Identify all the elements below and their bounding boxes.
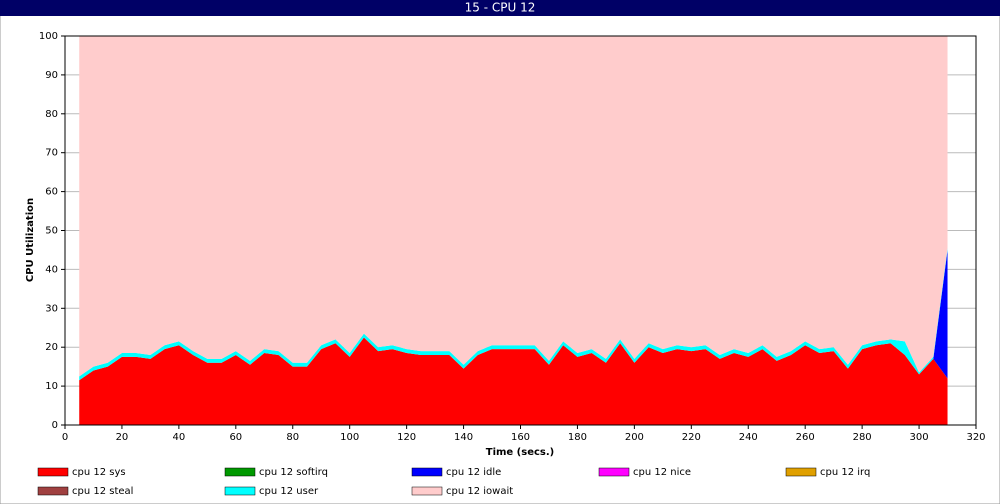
legend-swatch [224, 467, 256, 477]
legend-label: cpu 12 sys [72, 467, 126, 478]
x-tick-label: 140 [454, 432, 473, 443]
y-tick-label: 60 [45, 187, 58, 198]
y-tick-label: 100 [39, 31, 58, 42]
x-tick-label: 20 [116, 432, 129, 443]
area [79, 36, 948, 377]
legend-label: cpu 12 softirq [259, 467, 328, 478]
y-tick-label: 10 [45, 381, 58, 392]
x-tick-label: 240 [739, 432, 758, 443]
y-tick-label: 70 [45, 148, 58, 159]
y-tick-label: 0 [52, 420, 58, 431]
y-tick-label: 30 [45, 303, 58, 314]
legend-label: cpu 12 steal [72, 486, 133, 497]
y-tick-label: 80 [45, 109, 58, 120]
y-axis-label: CPU Utilization [25, 198, 36, 282]
x-tick-label: 260 [796, 432, 815, 443]
x-tick-label: 80 [286, 432, 299, 443]
y-tick-label: 40 [45, 264, 58, 275]
x-tick-label: 180 [568, 432, 587, 443]
x-tick-label: 200 [625, 432, 644, 443]
x-tick-label: 280 [853, 432, 872, 443]
y-tick-label: 90 [45, 70, 58, 81]
legend-swatch [598, 467, 630, 477]
x-tick-label: 0 [62, 432, 68, 443]
legend-swatch [224, 486, 256, 496]
title-bar [0, 0, 1000, 16]
x-tick-label: 40 [173, 432, 186, 443]
x-tick-label: 300 [910, 432, 929, 443]
legend-swatch [785, 467, 817, 477]
y-tick-label: 20 [45, 342, 58, 353]
x-tick-label: 220 [682, 432, 701, 443]
legend-swatch [37, 486, 69, 496]
legend-label: cpu 12 nice [633, 467, 691, 478]
x-tick-label: 320 [966, 432, 985, 443]
x-axis-label: Time (secs.) [486, 447, 555, 458]
legend-swatch [411, 467, 443, 477]
legend-label: cpu 12 irq [820, 467, 870, 478]
area [79, 337, 948, 425]
legend-swatch [37, 467, 69, 477]
x-tick-label: 160 [511, 432, 530, 443]
x-tick-label: 120 [397, 432, 416, 443]
legend-label: cpu 12 iowait [446, 486, 513, 497]
legend-swatch [411, 486, 443, 496]
chart-title: 15 - CPU 12 [465, 1, 536, 15]
legend-label: cpu 12 user [259, 486, 319, 497]
legend-label: cpu 12 idle [446, 467, 501, 478]
y-tick-label: 50 [45, 226, 58, 237]
x-tick-label: 60 [229, 432, 242, 443]
x-tick-label: 100 [340, 432, 359, 443]
